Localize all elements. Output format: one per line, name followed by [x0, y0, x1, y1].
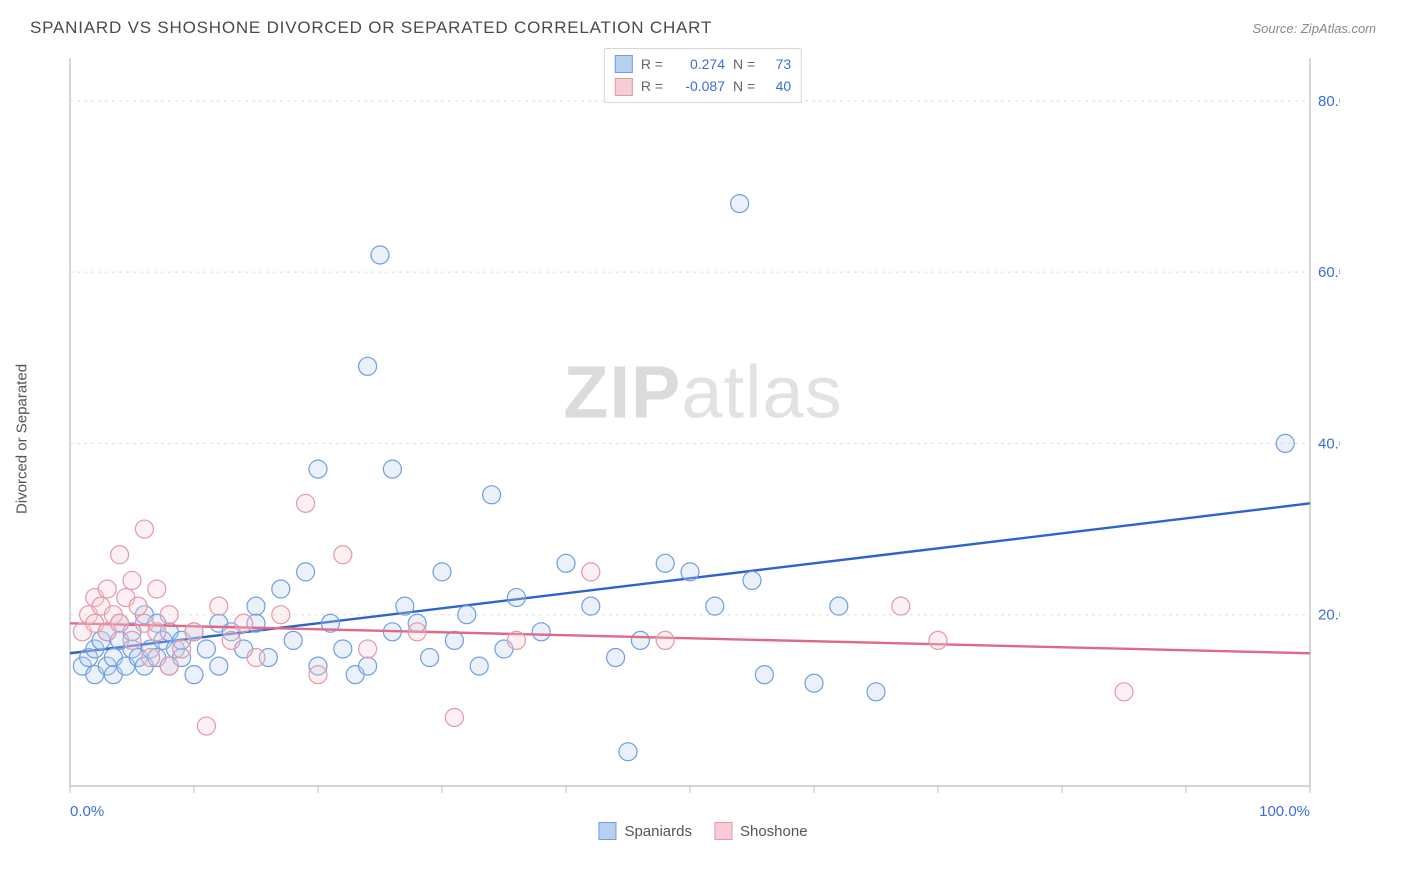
legend-swatch: [714, 822, 732, 840]
legend-swatch: [615, 55, 633, 73]
legend-swatch: [615, 78, 633, 96]
series-legend: Spaniards Shoshone: [598, 822, 807, 840]
svg-text:20.0%: 20.0%: [1318, 607, 1340, 624]
svg-text:40.0%: 40.0%: [1318, 435, 1340, 452]
chart-container: Divorced or Separated ZIPatlas 20.0%40.0…: [30, 44, 1376, 834]
scatter-chart: 20.0% 40.0% 60.0% 80.0% 0.0% 100.0%: [30, 44, 1340, 834]
svg-text:100.0%: 100.0%: [1259, 803, 1310, 820]
svg-text:60.0%: 60.0%: [1318, 264, 1340, 281]
legend-row: R =-0.087N =40: [615, 75, 791, 97]
series-legend-item: Spaniards: [598, 822, 692, 840]
legend-swatch: [598, 822, 616, 840]
y-axis-label: Divorced or Separated: [14, 364, 31, 514]
svg-text:80.0%: 80.0%: [1318, 93, 1340, 110]
correlation-legend: R =0.274N =73R =-0.087N =40: [604, 48, 802, 103]
legend-label: Shoshone: [740, 823, 808, 840]
legend-row: R =0.274N =73: [615, 53, 791, 75]
source-attribution: Source: ZipAtlas.com: [1252, 21, 1376, 36]
svg-text:0.0%: 0.0%: [70, 803, 104, 820]
chart-title: SPANIARD VS SHOSHONE DIVORCED OR SEPARAT…: [30, 18, 712, 38]
legend-label: Spaniards: [624, 823, 692, 840]
series-legend-item: Shoshone: [714, 822, 808, 840]
